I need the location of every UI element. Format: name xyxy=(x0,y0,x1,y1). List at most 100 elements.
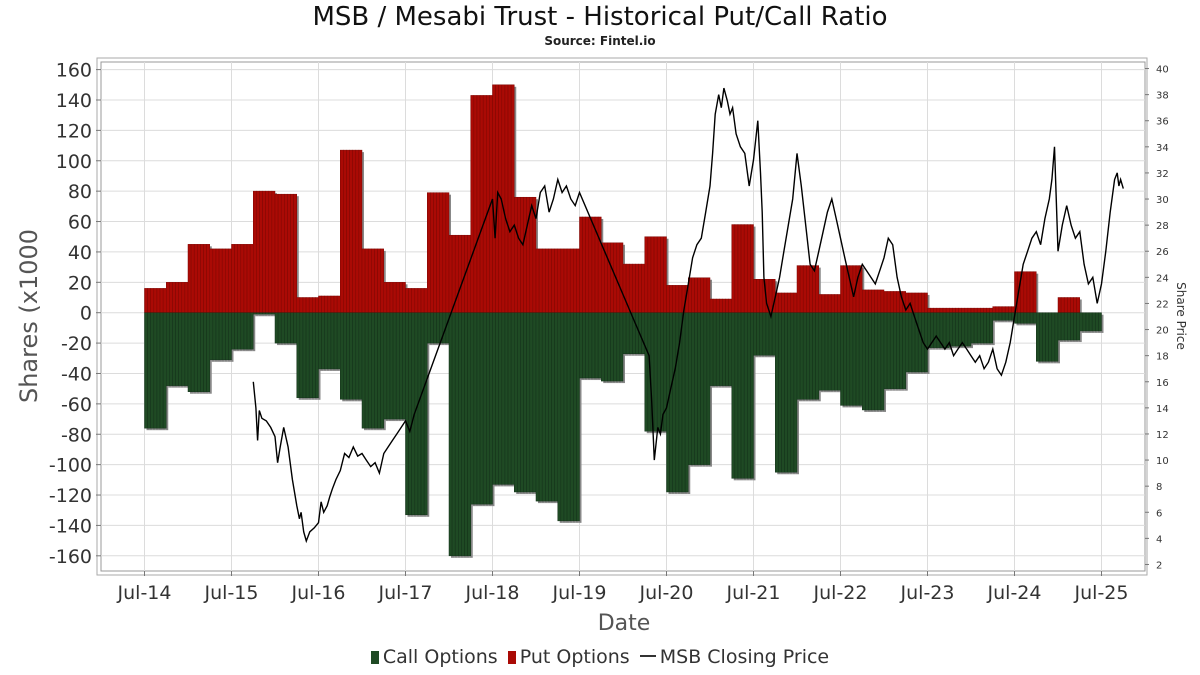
put-bar xyxy=(327,295,332,313)
call-bar xyxy=(740,312,745,479)
put-bar xyxy=(930,307,934,313)
put-bar xyxy=(824,294,829,313)
put-bar xyxy=(768,279,773,313)
call-bar xyxy=(656,312,661,432)
put-bar xyxy=(737,224,742,313)
call-bar xyxy=(703,312,708,465)
put-bar xyxy=(324,295,329,313)
call-bar xyxy=(579,312,583,379)
put-bar xyxy=(1063,297,1068,313)
x-tick-label: Jul-17 xyxy=(378,582,433,604)
call-bar xyxy=(625,312,630,354)
put-bar xyxy=(159,288,164,313)
put-bar xyxy=(371,248,375,313)
put-bar xyxy=(566,248,571,313)
put-bar xyxy=(787,292,792,313)
put-bar xyxy=(367,248,372,313)
put-bar xyxy=(315,297,319,313)
put-bar xyxy=(162,288,167,313)
put-bar xyxy=(383,282,388,313)
put-bar xyxy=(517,196,521,313)
price-line xyxy=(252,87,1124,544)
put-bar xyxy=(541,248,546,313)
call-bar xyxy=(843,312,847,406)
call-bar xyxy=(827,312,832,391)
put-bar xyxy=(576,248,580,313)
put-bar xyxy=(299,297,304,313)
call-bar xyxy=(610,312,614,382)
call-bar xyxy=(834,312,838,391)
call-bar-shadow xyxy=(252,314,256,352)
call-bar xyxy=(399,312,403,420)
put-bar xyxy=(883,291,888,313)
legend-item-call: Call Options xyxy=(370,646,498,668)
x-tick-label: Jul-20 xyxy=(639,582,694,604)
put-bar xyxy=(709,298,714,313)
call-bar xyxy=(622,312,627,354)
call-bar xyxy=(824,312,829,391)
call-bar xyxy=(408,312,412,516)
legend: Call Options Put Options MSB Closing Pri… xyxy=(0,646,1200,668)
y-tick-label: -40 xyxy=(61,363,92,385)
call-bar xyxy=(1073,312,1077,341)
call-bar xyxy=(414,312,419,516)
call-bar xyxy=(949,312,953,347)
put-bar xyxy=(893,291,897,313)
call-bar xyxy=(585,312,590,379)
put-bar xyxy=(818,294,823,313)
call-bar xyxy=(383,312,388,420)
y2-tick-label: 28 xyxy=(1156,221,1169,232)
call-bar xyxy=(989,312,994,344)
put-bar xyxy=(293,193,297,313)
put-bar xyxy=(601,242,605,313)
put-bar xyxy=(420,288,425,313)
y2-tick-label: 40 xyxy=(1156,65,1169,76)
price-line-layer xyxy=(252,87,1124,544)
y-tick-label: -100 xyxy=(49,455,92,477)
call-bar xyxy=(1001,312,1006,321)
put-bar xyxy=(635,263,639,313)
put-bar xyxy=(653,236,658,313)
call-bar xyxy=(927,312,931,348)
call-bar xyxy=(802,312,807,400)
put-bar xyxy=(781,292,785,313)
call-bar xyxy=(998,312,1003,321)
put-bar xyxy=(458,234,462,313)
put-bar xyxy=(1001,306,1006,313)
call-bar xyxy=(784,312,788,473)
legend-label-call: Call Options xyxy=(382,646,498,668)
call-bar xyxy=(753,312,757,356)
put-bar xyxy=(144,288,148,313)
put-bar xyxy=(582,216,586,313)
put-bar xyxy=(333,295,338,313)
put-bar xyxy=(277,193,282,313)
call-bar xyxy=(1063,312,1068,341)
y-tick-label: 60 xyxy=(68,212,92,234)
put-bar xyxy=(172,282,176,313)
put-bar xyxy=(644,236,649,313)
y2-tick-label: 34 xyxy=(1156,143,1169,154)
y2-tick-label: 12 xyxy=(1156,430,1169,441)
call-bar xyxy=(681,312,686,493)
call-bar xyxy=(280,312,285,344)
call-bar xyxy=(284,312,288,344)
call-bar xyxy=(420,312,425,516)
call-bar xyxy=(877,312,882,411)
y2-tick-label: 14 xyxy=(1156,404,1169,415)
y2-tick-label: 30 xyxy=(1156,195,1169,206)
legend-label-put: Put Options xyxy=(519,646,630,668)
call-bar xyxy=(535,312,540,502)
call-bar xyxy=(765,312,770,356)
call-bar xyxy=(548,312,552,502)
put-bar xyxy=(1067,297,1071,313)
put-bar xyxy=(237,244,242,313)
call-bar xyxy=(616,312,621,382)
call-bar xyxy=(821,312,826,391)
put-bar xyxy=(417,288,422,313)
put-bar xyxy=(520,196,524,313)
put-bar xyxy=(1076,297,1080,313)
call-bar xyxy=(296,312,301,399)
call-bar xyxy=(523,312,527,493)
call-bar xyxy=(1017,312,1021,324)
call-bar xyxy=(924,312,928,373)
